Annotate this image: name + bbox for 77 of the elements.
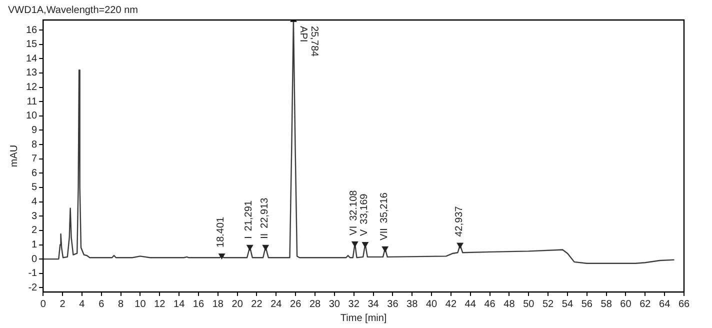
x-tick-label: 12 [154, 298, 166, 310]
y-tick-label: 7 [32, 154, 38, 165]
y-tick-label: 0 [32, 254, 38, 265]
annotation: 22,913 [259, 197, 270, 228]
annotation: VI [348, 226, 360, 236]
annotation: 25,784 [308, 26, 320, 58]
y-tick-label: -1 [28, 268, 38, 280]
y-tick-label: 9 [32, 124, 38, 136]
annotation: 21,291 [244, 200, 255, 232]
point [382, 246, 389, 252]
y-tick-label: 8 [32, 139, 38, 150]
x-tick-label: 4 [79, 298, 86, 310]
x-tick-label: 28 [309, 298, 322, 310]
x-tick-label: 18 [212, 298, 224, 310]
annotation: VII [378, 228, 390, 240]
annotation: II [259, 233, 270, 239]
x-tick-label: 62 [640, 298, 652, 310]
annotation: 18.401 [216, 216, 227, 248]
x-tick-label: 2 [60, 298, 66, 310]
chart-title: VWD1A,Wavelength=220 nm [8, 4, 138, 16]
y-tick-label: 15 [26, 39, 38, 50]
annotation: 42,937 [454, 206, 465, 237]
x-axis-title: Time [min] [340, 312, 387, 324]
y-tick-label: 6 [32, 168, 38, 179]
y-tick-label: 3 [32, 210, 38, 222]
x-tick-label: 6 [98, 298, 105, 310]
x-tick-label: 50 [523, 298, 535, 310]
y-tick-label: 11 [26, 96, 38, 108]
x-tick-label: 34 [368, 298, 380, 310]
annotation: 33,169 [358, 193, 370, 224]
x-tick-label: 48 [504, 298, 516, 310]
y-tick-label: 10 [26, 110, 38, 122]
x-tick-label: 46 [484, 298, 496, 310]
y-axis-title: mAU [8, 144, 20, 168]
annotation: I [244, 236, 255, 239]
x-tick-label: 24 [270, 298, 282, 310]
x-tick-label: 38 [406, 298, 418, 310]
x-tick-label: 8 [118, 298, 124, 310]
annotation: V [358, 229, 370, 236]
annotation: API [298, 26, 309, 42]
x-tick-label: 36 [387, 298, 399, 310]
x-tick-label: 40 [426, 298, 438, 310]
x-tick-label: 52 [542, 298, 554, 310]
annotation: 32.108 [348, 190, 360, 221]
y-tick-label: 1 [32, 240, 38, 251]
point [351, 241, 358, 248]
x-tick-label: 44 [464, 298, 476, 310]
x-tick-label: 58 [600, 298, 612, 310]
point [456, 242, 464, 249]
x-tick-label: 66 [678, 298, 690, 310]
x-tick-label: 30 [328, 298, 340, 310]
point [246, 244, 254, 251]
point [362, 242, 369, 248]
x-tick-label: 22 [251, 298, 263, 310]
y-tick-label: 2 [32, 225, 38, 236]
x-tick-label: 26 [290, 298, 302, 310]
x-tick-label: 54 [562, 298, 574, 310]
point [262, 244, 270, 251]
x-tick-label: 60 [620, 298, 632, 310]
x-tick-label: 14 [174, 298, 186, 310]
point [218, 253, 226, 260]
y-tick-label: 16 [26, 24, 38, 36]
annotation: 35,216 [378, 192, 390, 224]
x-tick-label: 20 [232, 298, 244, 310]
x-tick-label: 0 [40, 298, 46, 310]
x-tick-label: 32 [348, 298, 360, 310]
y-tick-label: 4 [32, 196, 38, 208]
x-tick-label: 56 [581, 298, 593, 310]
y-tick-label: -2 [28, 282, 38, 294]
x-tick-label: 10 [134, 298, 146, 310]
y-tick-label: 12 [26, 82, 38, 94]
x-tick-label: 42 [445, 298, 457, 310]
y-tick-label: 14 [26, 53, 38, 64]
x-tick-label: 16 [192, 298, 204, 310]
x-tick-label: 64 [659, 298, 671, 310]
y-tick-label: 13 [26, 68, 38, 79]
y-tick-label: 5 [32, 182, 38, 194]
